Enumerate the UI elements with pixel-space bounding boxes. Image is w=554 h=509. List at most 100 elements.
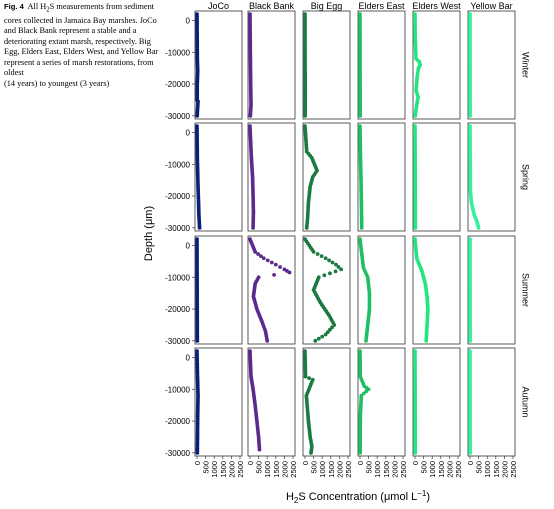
caption-text-after: S measurements from sediment cores colle… bbox=[4, 2, 159, 78]
x-tick-label: 0 bbox=[301, 461, 310, 465]
facet-panel bbox=[467, 10, 516, 120]
data-point bbox=[468, 450, 473, 455]
x-tick-label: 500 bbox=[202, 461, 211, 474]
data-point bbox=[304, 225, 309, 230]
x-axis-title-part: −1 bbox=[417, 489, 427, 498]
data-point bbox=[248, 113, 253, 118]
x-tick-label: 1500 bbox=[272, 461, 281, 478]
x-axis-title-part: S Concentration (μmol L bbox=[298, 491, 417, 503]
facet-panel bbox=[467, 122, 516, 232]
x-tick-label: 1000 bbox=[318, 461, 327, 478]
x-axis-title-part: 2 bbox=[294, 496, 299, 505]
x-tick-label: 0 bbox=[193, 461, 202, 465]
column-strip-label: Elders West bbox=[412, 1, 461, 11]
x-tick-label: 2000 bbox=[390, 461, 399, 478]
data-point bbox=[273, 262, 278, 267]
x-tick-label: 2500 bbox=[454, 461, 463, 478]
data-point bbox=[468, 338, 473, 343]
data-point bbox=[322, 273, 327, 278]
data-point bbox=[468, 113, 473, 118]
y-tick-label: -20000 bbox=[165, 192, 190, 201]
caption-subscript: 2 bbox=[46, 6, 50, 14]
row-strip-label: Spring bbox=[521, 164, 531, 190]
data-point bbox=[413, 113, 418, 118]
data-point bbox=[272, 273, 276, 277]
facet-panel bbox=[357, 235, 406, 345]
data-point bbox=[258, 254, 263, 259]
data-point bbox=[253, 249, 258, 254]
data-point bbox=[265, 258, 270, 263]
x-tick-label: 500 bbox=[310, 461, 319, 474]
column-strip-label: Elders East bbox=[358, 1, 405, 11]
caption-text-before: All H bbox=[27, 2, 47, 11]
data-point bbox=[320, 334, 325, 339]
data-point bbox=[413, 450, 418, 455]
column-strip-label: Big Egg bbox=[311, 1, 343, 11]
data-point bbox=[334, 262, 338, 267]
column-strip-label: Yellow Bar bbox=[470, 1, 512, 11]
data-point bbox=[333, 269, 338, 274]
y-tick-label: -10000 bbox=[165, 273, 190, 282]
row-strip-label: Autumn bbox=[521, 386, 531, 417]
y-tick-label: -30000 bbox=[165, 112, 190, 121]
x-axis-title: H2S Concentration (μmol L−1) bbox=[286, 489, 430, 505]
facet-panel bbox=[412, 235, 461, 345]
row-strip-label: Summer bbox=[521, 273, 531, 307]
x-tick-label: 0 bbox=[246, 461, 255, 465]
data-point bbox=[319, 254, 324, 259]
x-tick-label: 0 bbox=[466, 461, 475, 465]
data-point bbox=[476, 225, 481, 230]
facet-panel bbox=[412, 122, 461, 232]
x-tick-label: 500 bbox=[365, 461, 374, 474]
caption-text-last: (14 years) to youngest (3 years) bbox=[4, 78, 110, 88]
data-point bbox=[323, 256, 328, 261]
row-strip-label: Winter bbox=[521, 52, 531, 78]
data-point bbox=[261, 256, 266, 261]
data-point bbox=[197, 225, 202, 230]
x-tick-label: 1500 bbox=[382, 461, 391, 478]
data-point bbox=[256, 252, 260, 256]
x-tick-label: 1500 bbox=[437, 461, 446, 478]
facet-panel bbox=[302, 10, 351, 120]
data-point bbox=[303, 374, 308, 379]
facet-panel bbox=[357, 10, 406, 120]
facet-panel bbox=[302, 235, 351, 345]
x-tick-label: 2500 bbox=[509, 461, 518, 478]
data-point bbox=[328, 271, 332, 276]
data-point bbox=[269, 260, 274, 265]
data-point bbox=[195, 338, 200, 343]
x-tick-label: 2500 bbox=[399, 461, 408, 478]
data-point bbox=[195, 113, 200, 118]
y-tick-label: -30000 bbox=[165, 224, 190, 233]
data-point bbox=[336, 265, 341, 269]
x-tick-label: 500 bbox=[255, 461, 264, 474]
x-tick-label: 1000 bbox=[483, 461, 492, 478]
facet-panel bbox=[247, 122, 296, 232]
x-tick-label: 2500 bbox=[289, 461, 298, 478]
facet-panel bbox=[194, 347, 243, 457]
x-tick-label: 0 bbox=[356, 461, 365, 465]
x-tick-label: 1000 bbox=[210, 461, 219, 478]
facet-panel bbox=[467, 347, 516, 457]
figure-caption: Fig. 4 All H2S measurements from sedimen… bbox=[4, 2, 162, 89]
data-point bbox=[424, 338, 429, 343]
facet-panel bbox=[194, 122, 243, 232]
x-tick-label: 2000 bbox=[500, 461, 509, 478]
facet-panel bbox=[412, 347, 461, 457]
data-point bbox=[413, 225, 418, 230]
y-tick-label: -10000 bbox=[165, 385, 190, 394]
y-axis-title: Depth (μm) bbox=[143, 206, 155, 261]
data-point bbox=[330, 260, 335, 265]
x-tick-label: 500 bbox=[420, 461, 429, 474]
data-point bbox=[257, 447, 262, 452]
y-tick-label: -20000 bbox=[165, 80, 190, 89]
x-tick-label: 1500 bbox=[219, 461, 228, 478]
y-tick-label: 0 bbox=[186, 242, 191, 251]
x-tick-label: 500 bbox=[475, 461, 484, 474]
x-tick-label: 2000 bbox=[227, 461, 236, 478]
data-point bbox=[358, 450, 363, 455]
data-point bbox=[303, 113, 308, 118]
x-axis-title-part: H bbox=[286, 491, 294, 503]
x-tick-label: 2000 bbox=[445, 461, 454, 478]
